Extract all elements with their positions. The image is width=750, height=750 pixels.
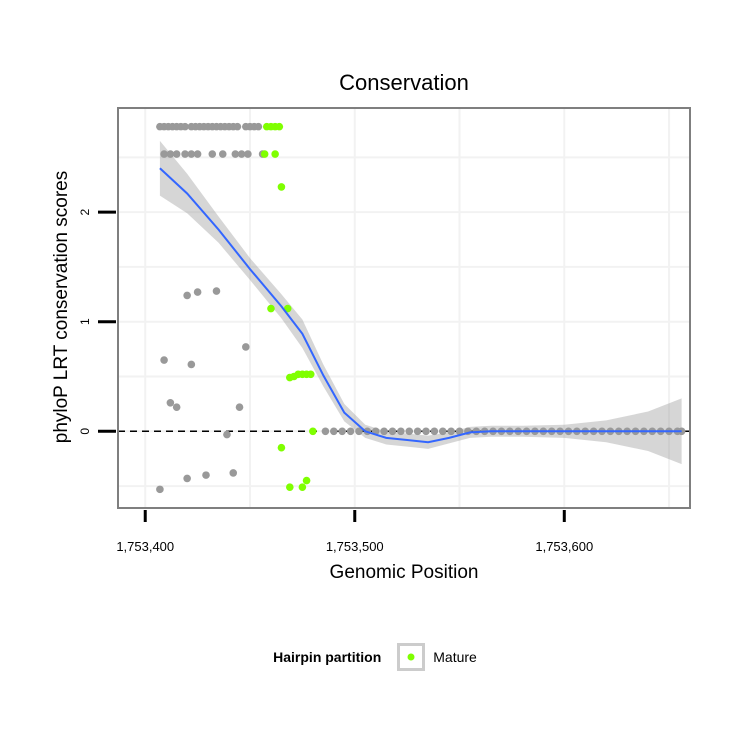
data-point-mature bbox=[275, 122, 284, 131]
data-point-other bbox=[160, 150, 168, 158]
data-point-other bbox=[183, 474, 191, 483]
legend-dot-icon bbox=[407, 653, 415, 661]
data-point-other bbox=[254, 122, 263, 131]
grid bbox=[118, 108, 690, 508]
data-point-other bbox=[242, 343, 250, 351]
data-point-other bbox=[193, 288, 202, 296]
data-point-mature bbox=[277, 443, 286, 452]
data-point-other bbox=[430, 427, 439, 436]
data-point-other bbox=[321, 427, 330, 436]
data-point-other bbox=[388, 427, 397, 436]
x-axis-label: Genomic Position bbox=[329, 562, 479, 583]
data-point-other bbox=[218, 150, 227, 158]
data-point-other bbox=[160, 356, 168, 364]
data-point-other bbox=[208, 150, 217, 158]
axes-layer: 1,753,400 1,753,500 1,753,600 0 1 2 bbox=[78, 208, 593, 554]
x-tick-label: 1,753,400 bbox=[116, 539, 174, 554]
data-point-mature bbox=[309, 427, 317, 436]
data-point-other bbox=[338, 427, 346, 436]
data-point-other bbox=[397, 427, 405, 436]
x-tick-label: 1,753,500 bbox=[326, 539, 384, 554]
data-point-other bbox=[193, 150, 202, 158]
data-point-other bbox=[455, 427, 464, 436]
data-point-other bbox=[156, 485, 164, 494]
data-point-other bbox=[447, 427, 455, 436]
data-point-other bbox=[330, 427, 338, 436]
data-point-other bbox=[229, 469, 238, 477]
data-point-other bbox=[166, 150, 175, 158]
data-point-other bbox=[181, 150, 189, 158]
x-tick-label: 1,753,600 bbox=[535, 539, 593, 554]
confidence-ribbon bbox=[159, 140, 682, 465]
data-point-mature bbox=[302, 476, 311, 485]
data-point-other bbox=[235, 403, 244, 411]
y-tick-label: 0 bbox=[78, 428, 92, 435]
data-point-other bbox=[187, 150, 196, 158]
data-point-other bbox=[212, 287, 221, 295]
y-tick-label: 2 bbox=[78, 208, 92, 215]
data-point-other bbox=[346, 427, 355, 436]
confidence-ribbon-layer bbox=[159, 140, 682, 465]
data-point-other bbox=[223, 430, 231, 439]
legend: Hairpin partition Mature bbox=[0, 643, 750, 671]
y-axis-label: phyloP LRT conservation scores bbox=[51, 170, 72, 444]
points-layer bbox=[156, 122, 686, 494]
data-point-other bbox=[237, 150, 246, 158]
data-point-other bbox=[380, 427, 388, 436]
data-point-other bbox=[244, 150, 252, 158]
legend-item-mature: Mature bbox=[397, 643, 477, 671]
data-point-other bbox=[183, 291, 191, 300]
data-point-mature bbox=[286, 483, 294, 491]
data-point-other bbox=[405, 427, 414, 436]
y-tick-label: 1 bbox=[78, 318, 92, 325]
data-point-other bbox=[438, 427, 447, 436]
data-point-other bbox=[172, 150, 181, 158]
data-point-other bbox=[413, 427, 422, 436]
legend-title: Hairpin partition bbox=[273, 649, 382, 665]
data-point-other bbox=[355, 427, 363, 436]
data-point-mature bbox=[267, 304, 275, 313]
data-point-other bbox=[422, 427, 430, 436]
data-point-other bbox=[231, 150, 240, 158]
data-point-other bbox=[202, 471, 210, 479]
data-point-other bbox=[187, 360, 196, 369]
data-point-other bbox=[172, 403, 181, 411]
data-point-mature bbox=[306, 370, 315, 379]
smooth-line-layer bbox=[159, 167, 682, 444]
smooth-line bbox=[159, 167, 682, 444]
data-point-other bbox=[166, 398, 175, 407]
legend-key bbox=[397, 643, 426, 671]
data-point-mature bbox=[260, 150, 269, 158]
data-point-other bbox=[181, 122, 189, 131]
data-point-mature bbox=[277, 183, 286, 191]
data-point-mature bbox=[298, 483, 307, 491]
legend-label: Mature bbox=[433, 649, 477, 665]
panel-border bbox=[117, 107, 691, 509]
data-point-other bbox=[233, 122, 242, 131]
data-point-mature bbox=[271, 150, 279, 158]
chart-title: Conservation bbox=[339, 70, 469, 95]
